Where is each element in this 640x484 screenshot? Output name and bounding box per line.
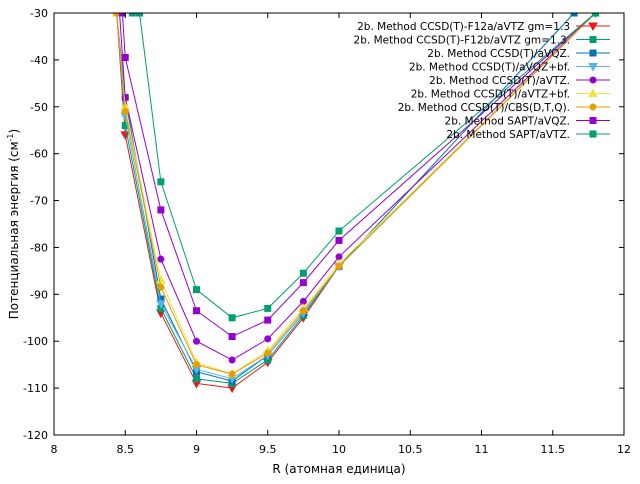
legend-label: 2b. Method CCSD(T)-F12b/aVTZ gm=1.3. [354, 35, 570, 47]
y-axis-label-main: Потенциальная энергия (см [7, 141, 21, 319]
legend-item: 2b. Method SAPT/aVTZ. [446, 129, 610, 141]
data-point [128, 13, 136, 17]
legend-label: 2b. Method CCSD(T)/aVQZ+bf. [409, 62, 570, 74]
data-point [228, 333, 236, 341]
data-point [156, 300, 166, 309]
data-point [136, 13, 143, 17]
data-point [228, 356, 236, 364]
y-tick-label: -70 [30, 195, 48, 208]
data-point [193, 307, 200, 315]
x-tick-label: 8 [51, 443, 58, 456]
x-tick-label: 12 [617, 443, 631, 456]
legend-item: 2b. Method SAPT/aVQZ. [445, 116, 610, 128]
data-point [335, 236, 343, 244]
series-layer [111, 13, 601, 394]
data-point [228, 370, 236, 378]
y-axis-label-sup: -1 [6, 133, 15, 141]
data-point [157, 255, 165, 263]
x-tick-label: 10 [332, 443, 346, 456]
data-point [592, 13, 599, 17]
data-point [589, 49, 597, 57]
data-point [113, 13, 121, 17]
series [128, 13, 599, 322]
legend-label: 2b. Method SAPT/aVTZ. [446, 129, 570, 141]
data-point [299, 279, 307, 287]
x-tick-label: 11.5 [541, 443, 566, 456]
data-point [193, 286, 200, 294]
axis-ticks: 8 8.5 9 9.5 10 10.5 11 11.5 12 -120 -110 -100 -90 -80… [23, 7, 631, 456]
y-axis-label-close: ) [7, 129, 21, 134]
legend-item: 2b. Method CCSD(T)/aVTZ+bf. [411, 88, 610, 101]
data-point [570, 13, 578, 17]
data-point [193, 337, 200, 345]
data-point [588, 88, 598, 97]
data-point [335, 262, 343, 270]
data-point [156, 275, 166, 284]
x-tick-label: 10.5 [398, 443, 423, 456]
data-point [157, 178, 165, 186]
data-point [121, 107, 129, 115]
x-axis-label: R (атомная единица) [272, 462, 405, 476]
data-point [588, 22, 598, 32]
y-axis-label: Потенциальная энергия (см-1) [6, 129, 21, 319]
data-point [299, 307, 307, 315]
data-point [157, 206, 165, 214]
y-tick-label: -40 [30, 54, 48, 67]
y-tick-label: -120 [23, 429, 48, 442]
legend-label: 2b. Method CCSD(T)/aVQZ. [427, 48, 570, 60]
data-point [121, 54, 129, 62]
legend-label: 2b. Method CCSD(T)/aVTZ+bf. [411, 89, 570, 101]
y-tick-label: -80 [30, 241, 48, 254]
y-tick-label: -100 [23, 335, 48, 348]
legend-item: 2b. Method CCSD(T)-F12a/aVTZ gm=1.3 [357, 21, 610, 33]
x-tick-label: 9 [193, 443, 200, 456]
data-point [589, 76, 597, 84]
y-tick-label: -110 [23, 382, 48, 395]
legend-item: 2b. Method CCSD(T)/CBS(D,T,Q). [398, 102, 610, 114]
data-point [589, 130, 597, 138]
data-point [589, 36, 597, 43]
series [118, 13, 599, 341]
legend-item: 2b. Method CCSD(T)/aVQZ+bf. [409, 62, 610, 74]
data-point [264, 316, 272, 324]
legend-item: 2b. Method CCSD(T)/aVQZ. [427, 48, 610, 60]
data-point [589, 103, 597, 111]
data-point [335, 227, 343, 235]
legend-label: 2b. Method SAPT/aVQZ. [445, 116, 570, 128]
data-point [264, 349, 272, 357]
data-point [299, 269, 307, 277]
legend-item: 2b. Method CCSD(T)/aVTZ. [429, 75, 610, 87]
x-tick-label: 8.5 [117, 443, 135, 456]
legend: 2b. Method CCSD(T)-F12a/aVTZ gm=1.3 2b. M… [354, 21, 610, 141]
legend-item: 2b. Method CCSD(T)-F12b/aVTZ gm=1.3. [354, 35, 610, 47]
legend-label: 2b. Method CCSD(T)-F12a/aVTZ gm=1.3 [357, 21, 570, 33]
data-point [121, 93, 129, 101]
y-tick-label: -90 [30, 288, 48, 301]
x-tick-label: 11 [475, 443, 489, 456]
data-point [118, 13, 126, 17]
data-point [157, 283, 165, 291]
data-point [228, 314, 236, 322]
legend-label: 2b. Method CCSD(T)/aVTZ. [429, 75, 570, 87]
data-point [588, 63, 598, 72]
data-point [193, 375, 200, 383]
data-point [264, 304, 272, 312]
y-tick-label: -30 [30, 7, 48, 20]
x-tick-label: 9.5 [259, 443, 277, 456]
data-point [264, 335, 272, 343]
y-tick-label: -60 [30, 148, 48, 161]
data-point [589, 117, 597, 124]
y-tick-label: -50 [30, 101, 48, 114]
series [113, 13, 599, 378]
legend-label: 2b. Method CCSD(T)/CBS(D,T,Q). [398, 102, 570, 114]
data-point [193, 361, 200, 369]
